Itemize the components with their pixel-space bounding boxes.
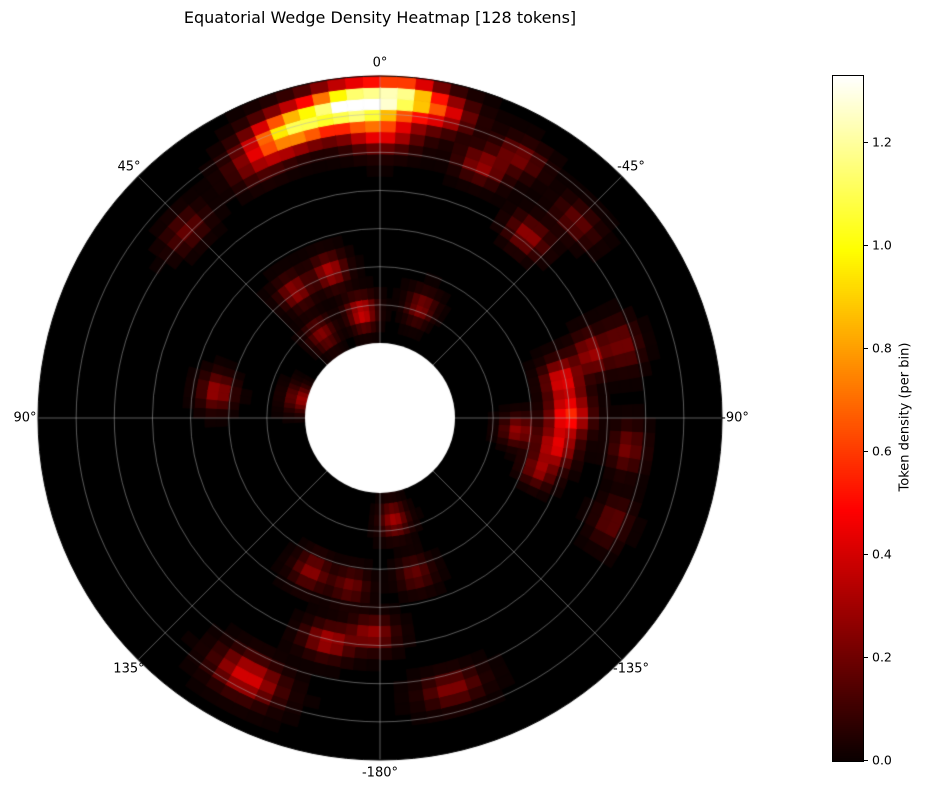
colorbar-tick-label: 0.0 xyxy=(872,752,892,768)
colorbar-tick-mark xyxy=(864,553,868,555)
colorbar-tick-label: 1.2 xyxy=(872,134,892,150)
colorbar-gradient xyxy=(832,75,864,762)
colorbar: 0.0 0.2 0.4 0.6 0.8 1.0 1.2 xyxy=(832,75,892,768)
colorbar-tick-mark xyxy=(864,760,868,761)
colorbar-tick-mark xyxy=(864,450,868,452)
colorbar-tick-label: 0.6 xyxy=(872,443,892,459)
colorbar-tick-label: 0.8 xyxy=(872,340,892,356)
colorbar-tick-label: 1.0 xyxy=(872,237,892,253)
colorbar-tick-label: 0.2 xyxy=(872,649,892,665)
colorbar-tick-label: 0.4 xyxy=(872,546,892,562)
colorbar-tick-mark xyxy=(864,347,868,349)
colorbar-tick-mark xyxy=(864,656,868,658)
colorbar-tick-mark xyxy=(864,244,868,246)
colorbar-tick-mark xyxy=(864,141,868,143)
colorbar-axis-label: Token density (per bin) xyxy=(897,342,913,492)
